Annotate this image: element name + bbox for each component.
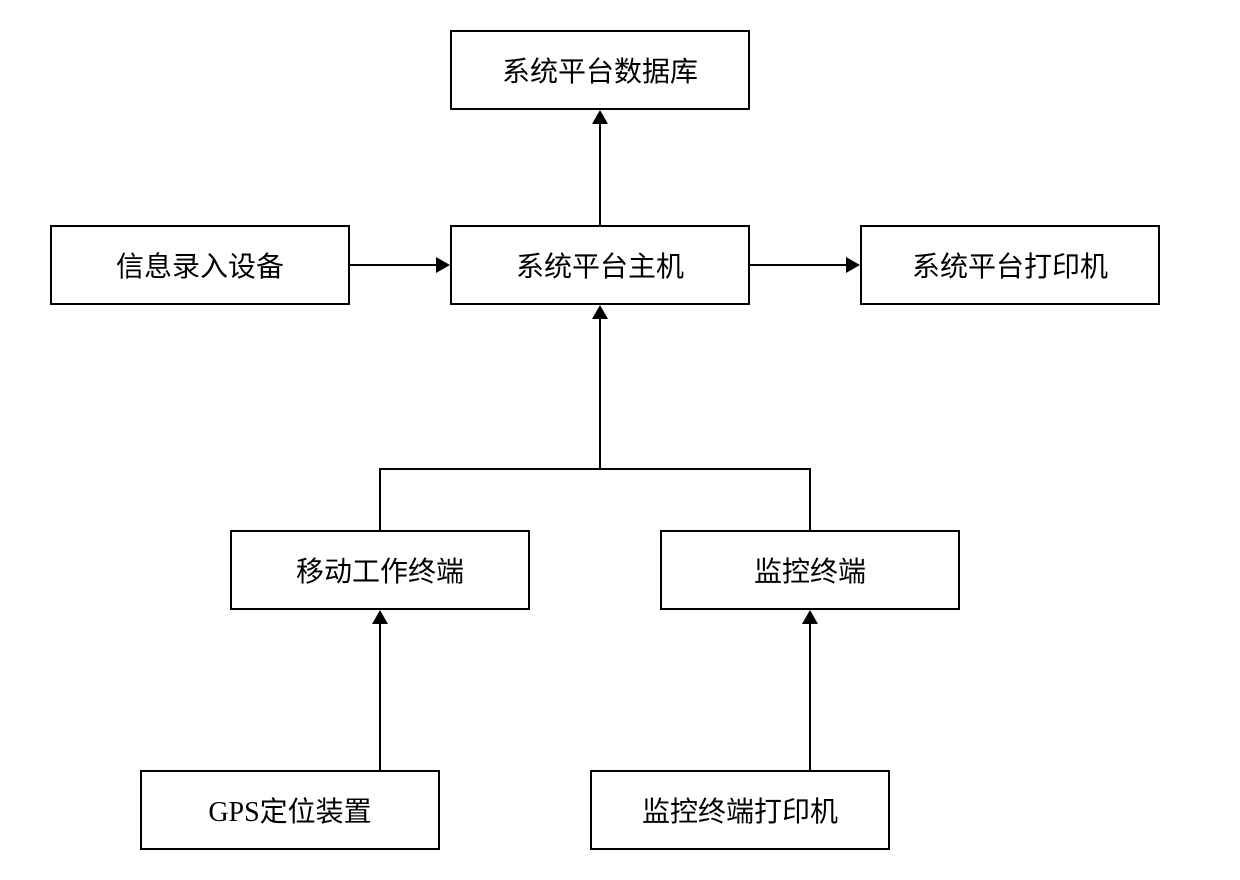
node-printer-label: 系统平台打印机	[912, 245, 1108, 285]
arrow-info-host	[436, 257, 450, 273]
edge-info-host	[350, 264, 436, 266]
edge-host-db	[599, 124, 601, 225]
node-info-input-label: 信息录入设备	[116, 245, 284, 285]
edge-monitor-stub	[809, 468, 811, 530]
edge-join-host-vertical	[599, 319, 601, 470]
node-monitor-label: 监控终端	[754, 550, 866, 590]
node-database: 系统平台数据库	[450, 30, 750, 110]
arrow-gps-mobile	[372, 610, 388, 624]
node-monitor-printer: 监控终端打印机	[590, 770, 890, 850]
node-monitor-printer-label: 监控终端打印机	[642, 790, 838, 830]
node-gps: GPS定位装置	[140, 770, 440, 850]
node-host-label: 系统平台主机	[516, 245, 684, 285]
edge-gps-mobile	[379, 624, 381, 770]
node-monitor: 监控终端	[660, 530, 960, 610]
edge-mobile-stub	[379, 468, 381, 530]
node-database-label: 系统平台数据库	[502, 50, 698, 90]
node-mobile: 移动工作终端	[230, 530, 530, 610]
arrow-host-db	[592, 110, 608, 124]
node-info-input: 信息录入设备	[50, 225, 350, 305]
node-printer: 系统平台打印机	[860, 225, 1160, 305]
edge-host-printer	[750, 264, 846, 266]
arrow-host-printer	[846, 257, 860, 273]
edge-monprinter-monitor	[809, 624, 811, 770]
arrow-join-host	[592, 305, 608, 319]
edge-join-horizontal	[379, 468, 811, 470]
node-gps-label: GPS定位装置	[208, 790, 371, 830]
node-host: 系统平台主机	[450, 225, 750, 305]
arrow-monprinter-monitor	[802, 610, 818, 624]
node-mobile-label: 移动工作终端	[296, 550, 464, 590]
